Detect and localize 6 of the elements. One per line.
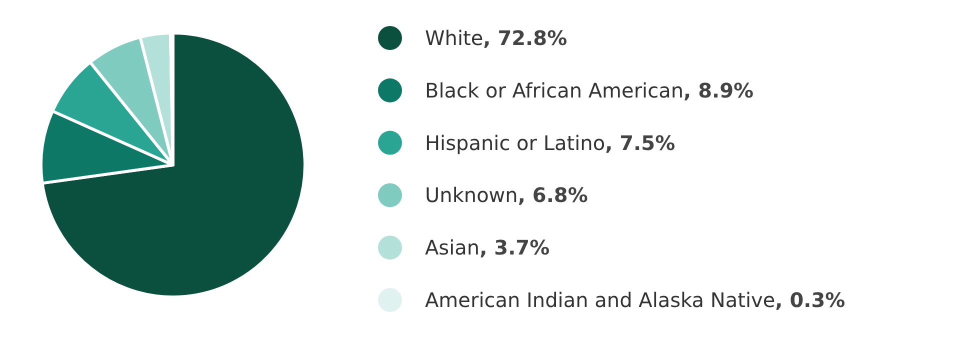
data-label: , 0.3% — [775, 288, 846, 312]
data-label: , 3.7% — [480, 236, 550, 260]
data-label: , 72.8% — [483, 26, 568, 50]
data-label: , 7.5% — [605, 130, 676, 155]
data-label: , 8.9% — [684, 78, 754, 102]
data-label: , 6.8% — [518, 183, 588, 208]
